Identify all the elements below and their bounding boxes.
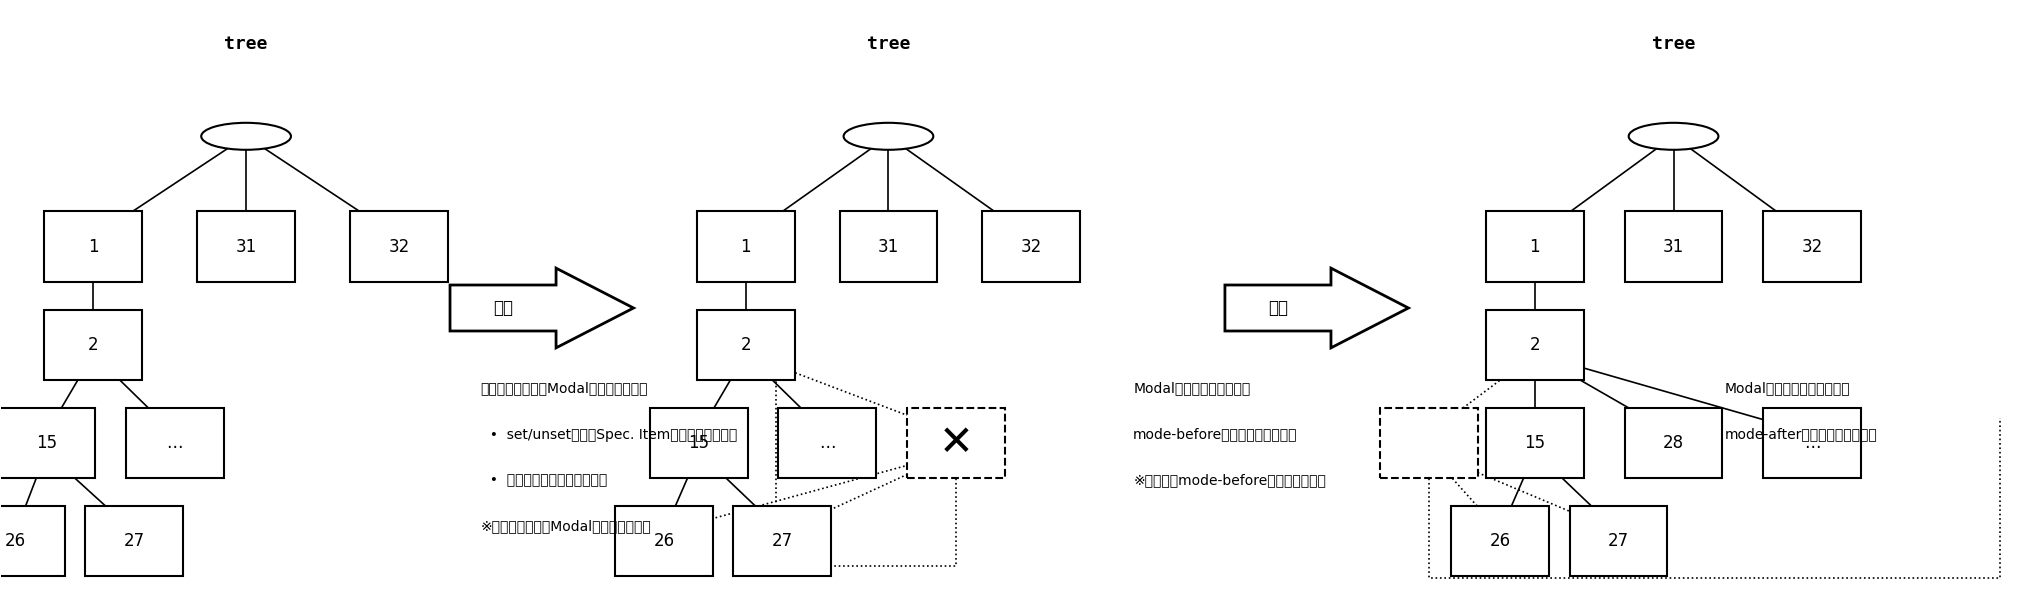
FancyBboxPatch shape [907,408,1005,478]
Text: 32: 32 [1021,238,1041,256]
Text: tree: tree [225,35,268,54]
FancyBboxPatch shape [1487,211,1585,282]
FancyBboxPatch shape [1570,506,1668,577]
Text: 31: 31 [1662,238,1685,256]
Text: 15: 15 [688,434,709,452]
Text: …: … [1803,434,1821,452]
FancyBboxPatch shape [349,211,447,282]
Text: 26: 26 [653,532,674,550]
Text: ✕: ✕ [939,422,974,464]
FancyBboxPatch shape [0,408,96,478]
Text: …: … [167,434,184,452]
FancyBboxPatch shape [45,211,143,282]
Text: 15: 15 [1523,434,1546,452]
Text: mode-beforeコマンドを挿入する: mode-beforeコマンドを挿入する [1133,428,1297,442]
Text: 次のような冗長なModalコマンドを削除: 次のような冗長なModalコマンドを削除 [480,381,647,395]
FancyBboxPatch shape [0,506,65,577]
FancyBboxPatch shape [1380,408,1478,478]
Text: 26: 26 [1491,532,1511,550]
FancyBboxPatch shape [649,408,747,478]
Text: 2: 2 [88,336,98,354]
FancyBboxPatch shape [1625,408,1723,478]
FancyBboxPatch shape [1764,408,1860,478]
Text: 26: 26 [4,532,27,550]
Text: 27: 27 [1607,532,1630,550]
FancyBboxPatch shape [86,506,184,577]
FancyBboxPatch shape [1625,211,1723,282]
Text: •  下位コマンドが一つも無い: • 下位コマンドが一つも無い [480,474,606,488]
Text: 27: 27 [123,532,145,550]
Text: 2: 2 [1529,336,1540,354]
Text: 2: 2 [741,336,751,354]
Text: 32: 32 [388,238,410,256]
Circle shape [843,123,933,150]
Text: tree: tree [866,35,911,54]
Text: Modalコマンドの前隣りに: Modalコマンドの前隣りに [1133,381,1250,395]
FancyBboxPatch shape [839,211,937,282]
FancyBboxPatch shape [982,211,1080,282]
Text: 1: 1 [88,238,98,256]
FancyBboxPatch shape [127,408,225,478]
Text: 31: 31 [878,238,898,256]
FancyBboxPatch shape [733,506,831,577]
FancyBboxPatch shape [1764,211,1860,282]
Text: 1: 1 [1529,238,1540,256]
Text: 変換: 変換 [1268,299,1289,317]
Polygon shape [449,268,633,348]
FancyBboxPatch shape [1452,506,1550,577]
Text: 処理: 処理 [492,299,513,317]
Text: 1: 1 [741,238,751,256]
Text: ※本例では冗長なModalコマンドは無い: ※本例では冗長なModalコマンドは無い [480,519,651,533]
Circle shape [202,123,290,150]
FancyBboxPatch shape [1487,309,1585,380]
FancyBboxPatch shape [45,309,143,380]
Text: 31: 31 [235,238,257,256]
Text: 28: 28 [1662,434,1685,452]
FancyBboxPatch shape [778,408,876,478]
Text: 32: 32 [1801,238,1824,256]
Text: •  set/unsetすべきSpec. Itemを含まない，かつ: • set/unsetすべきSpec. Itemを含まない，かつ [480,428,737,442]
FancyBboxPatch shape [1487,408,1585,478]
Text: tree: tree [1652,35,1695,54]
Circle shape [1630,123,1719,150]
FancyBboxPatch shape [198,211,294,282]
Text: 27: 27 [772,532,792,550]
Text: Modalコマンドの後ろ隣りに: Modalコマンドの後ろ隣りに [1725,381,1850,395]
Text: 15: 15 [35,434,57,452]
Polygon shape [1225,268,1409,348]
Text: mode-afterコマンドを挿入する: mode-afterコマンドを挿入する [1725,428,1877,442]
FancyBboxPatch shape [696,309,794,380]
Text: ※本例ではmode-beforeコマンドは無い: ※本例ではmode-beforeコマンドは無い [1133,474,1325,488]
Text: …: … [819,434,835,452]
FancyBboxPatch shape [696,211,794,282]
FancyBboxPatch shape [615,506,713,577]
